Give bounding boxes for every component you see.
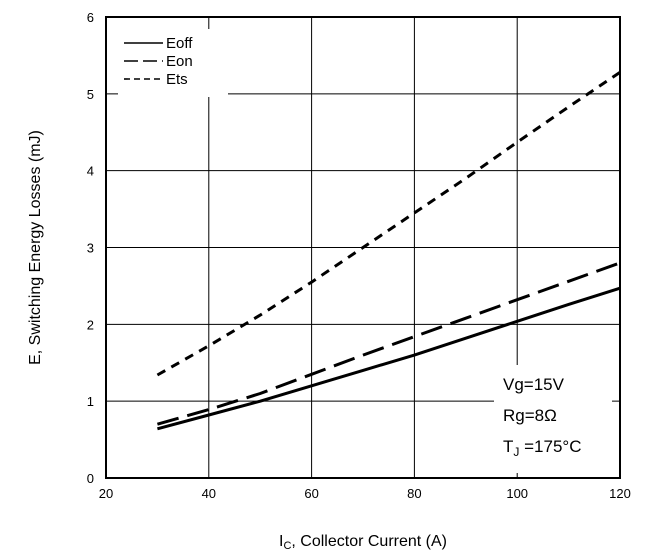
x-tick-label: 60 — [304, 486, 318, 501]
condition-label: Rg=8Ω — [503, 406, 557, 425]
x-tick-label: 80 — [407, 486, 421, 501]
test-conditions: Vg=15V Rg=8Ω TJ =175°C — [494, 365, 612, 473]
y-tick-label: 3 — [87, 241, 94, 256]
series-lines — [156, 71, 621, 431]
x-axis-label-rest: , Collector Current (A) — [291, 533, 447, 550]
grid — [106, 17, 620, 478]
x-axis-label: IC, Collector Current (A) — [279, 533, 447, 552]
series-line-ets — [156, 71, 621, 377]
conditions-background — [494, 365, 612, 473]
y-axis-label: E, Switching Energy Losses (mJ) — [27, 130, 44, 365]
y-tick-label: 2 — [87, 317, 94, 332]
y-tick-label: 5 — [87, 87, 94, 102]
y-tick-label: 4 — [87, 164, 94, 179]
x-axis-label-main: I — [279, 533, 283, 550]
x-axis-label-sub: C — [283, 540, 291, 552]
legend-label-eoff: Eoff — [166, 35, 193, 52]
x-tick-label: 40 — [202, 486, 216, 501]
y-tick-label: 1 — [87, 394, 94, 409]
y-tick-label: 0 — [87, 471, 94, 486]
legend-label-eon: Eon — [166, 53, 193, 70]
series-line-eon — [156, 261, 621, 426]
condition-label: Vg=15V — [503, 375, 565, 394]
y-tick-label: 6 — [87, 10, 94, 25]
x-tick-label: 20 — [99, 486, 113, 501]
legend-label-ets: Ets — [166, 71, 188, 88]
x-tick-label: 100 — [506, 486, 528, 501]
x-tick-label: 120 — [609, 486, 631, 501]
tick-labels: 20 40 60 80 100 120 0 1 2 3 4 5 6 — [87, 10, 631, 501]
condition-label: TJ =175°C — [503, 437, 581, 459]
series-line-eoff — [157, 286, 621, 431]
plot-frame — [105, 16, 621, 479]
legend-background — [118, 29, 228, 97]
